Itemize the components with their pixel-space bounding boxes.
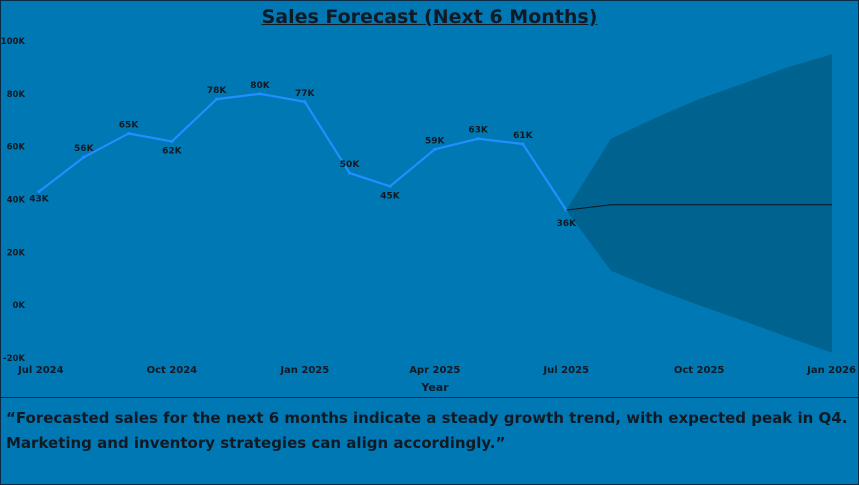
forecast-line xyxy=(566,204,832,211)
y-tick-label: 40K xyxy=(7,196,26,206)
y-tick-label: -20K xyxy=(3,354,25,364)
actual-sales-point xyxy=(476,137,480,141)
y-axis-ticks: -20K 0K 20K 40K 60K 80K 100K xyxy=(1,37,25,364)
y-tick-label: 100K xyxy=(1,37,25,47)
data-label: 62K xyxy=(162,146,183,156)
data-label: 45K xyxy=(380,191,401,201)
sales-forecast-chart: 43K56K65K62K78K80K77K50K45K59K63K61K36K … xyxy=(1,37,856,394)
data-label: 63K xyxy=(468,126,489,136)
data-label: 80K xyxy=(250,81,271,91)
actual-sales-point xyxy=(388,184,392,188)
x-tick-label: Jan 2025 xyxy=(279,365,329,376)
data-label: 43K xyxy=(29,195,50,205)
data-label: 56K xyxy=(74,144,95,154)
forecast-band-layer xyxy=(566,54,832,353)
x-tick-label: Oct 2025 xyxy=(674,365,725,376)
data-label: 77K xyxy=(295,89,316,99)
actual-sales-point xyxy=(215,97,219,101)
x-tick-label: Oct 2024 xyxy=(147,365,198,376)
x-tick-label: Jul 2025 xyxy=(542,365,589,376)
data-label: 50K xyxy=(340,160,361,170)
x-axis-ticks: Jul 2024 Oct 2024 Jan 2025 Apr 2025 Jul 2025… xyxy=(17,365,856,376)
actual-sales-point xyxy=(126,131,131,136)
actual-sales-point xyxy=(170,139,174,143)
forecast-commentary: “Forecasted sales for the next 6 months … xyxy=(6,409,848,452)
y-tick-label: 80K xyxy=(7,90,26,100)
actual-sales-point xyxy=(521,142,525,146)
data-label: 78K xyxy=(207,86,228,96)
actual-sales-point xyxy=(258,92,262,96)
actual-sales-point xyxy=(303,100,307,104)
actual-sales-point xyxy=(347,171,352,175)
data-label: 61K xyxy=(513,131,534,141)
x-tick-label: Jan 2026 xyxy=(806,365,856,376)
actual-sales-point xyxy=(433,147,437,151)
y-tick-label: 0K xyxy=(12,301,25,311)
data-label: 65K xyxy=(119,120,140,130)
data-label: 59K xyxy=(425,136,446,146)
x-tick-label: Jul 2024 xyxy=(17,365,64,376)
data-label-layer: 43K 56K 65K 62K 78K 80K 77K 50K 45K 59K 63K 61K 36K xyxy=(29,81,577,229)
actual-sales-line xyxy=(38,92,568,211)
actual-sales-point xyxy=(82,155,86,159)
data-label: 36K xyxy=(556,219,577,229)
y-tick-label: 60K xyxy=(7,143,26,153)
x-tick-label: Apr 2025 xyxy=(409,365,460,376)
y-tick-label: 20K xyxy=(7,248,26,258)
series-line-layer xyxy=(37,92,832,212)
x-axis-title: Year xyxy=(420,381,449,394)
forecast-chart-panel: 43K 56K 65K 62K 78K 80K 77K 50K 45K 59K 63K 61K 36K … xyxy=(1,1,858,398)
chart-title: Sales Forecast (Next 6 Months) xyxy=(261,6,598,28)
forecast-confidence-band xyxy=(566,54,832,353)
actual-sales-point xyxy=(37,189,41,194)
